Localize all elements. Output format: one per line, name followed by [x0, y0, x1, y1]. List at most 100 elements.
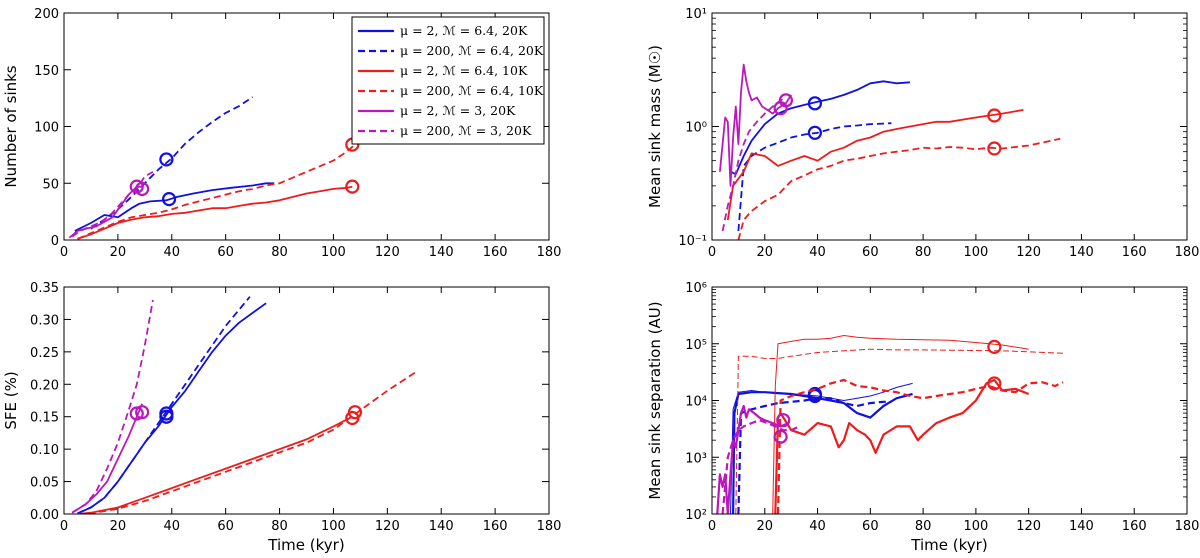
y-axis-label: Number of sinks: [2, 65, 20, 187]
y-tick-label: 0.35: [30, 281, 59, 296]
x-tick-label: 120: [375, 519, 400, 534]
plot-area: [68, 96, 360, 240]
chart-sinks: 0 20 40 60 80 100 120 140 160 180 0 50 100 150 200 Numb…: [2, 7, 561, 260]
y-tick-label: 150: [34, 64, 59, 79]
plot-area: [719, 63, 1061, 240]
plot-area: [71, 296, 418, 514]
x-tick-label: 140: [429, 519, 454, 534]
y-axis-label: Mean sink mass (M☉): [646, 45, 664, 208]
series-marker: [776, 413, 791, 428]
series-line: [774, 378, 1030, 514]
x-tick-label: 20: [757, 519, 774, 534]
x-tick-label: 40: [809, 245, 826, 260]
x-tick-label: 160: [483, 245, 508, 260]
series-marker: [347, 405, 363, 420]
series-marker: [987, 108, 1002, 123]
legend-label: μ = 2, ℳ = 3, 20K: [400, 103, 516, 118]
series-line: [71, 403, 143, 514]
series-line: [68, 185, 143, 239]
series-marker: [135, 181, 150, 197]
y-tick-label: 50: [42, 177, 59, 192]
x-tick-label: 80: [271, 245, 288, 260]
series-marker: [778, 93, 793, 108]
series-marker: [129, 406, 144, 421]
x-tick-label: 180: [1175, 519, 1200, 534]
x-tick-label: 100: [321, 519, 346, 534]
plot-area: [716, 335, 1064, 514]
y-tick-label: 10⁰: [685, 121, 707, 136]
x-tick-label: 60: [217, 245, 234, 260]
series-marker: [135, 405, 150, 420]
axes-frame: [711, 12, 1188, 241]
x-tick-label: 40: [809, 519, 826, 534]
x-tick-label: 120: [375, 245, 400, 260]
y-tick-label: 10³: [685, 451, 707, 466]
series-marker: [345, 179, 360, 194]
series-marker: [773, 429, 788, 444]
x-tick-label: 140: [1069, 245, 1094, 260]
x-tick-label: 20: [110, 245, 127, 260]
y-axis-label: SFE (%): [2, 371, 20, 429]
y-tick-label: 0: [51, 234, 59, 249]
series-line: [77, 185, 353, 240]
y-tick-label: 10⁻¹: [678, 234, 707, 249]
y-tick-label: 0.20: [30, 378, 59, 393]
x-tick-label: 0: [708, 245, 716, 260]
x-axis-label: Time (kyr): [267, 536, 344, 554]
x-axis-label: Time (kyr): [910, 536, 987, 554]
x-tick-label: 120: [1016, 245, 1041, 260]
legend-label: μ = 200, ℳ = 6.4, 20K: [400, 43, 544, 58]
series-line: [732, 391, 913, 514]
y-axis-label: Mean sink separation (AU): [646, 301, 664, 499]
series-marker: [161, 192, 177, 207]
x-tick-label: 100: [321, 245, 346, 260]
series-marker: [807, 386, 823, 402]
series-line: [772, 335, 1029, 514]
series-marker: [807, 96, 823, 111]
series-marker: [159, 152, 174, 167]
chart-sfe: 0 20 40 60 80 100 120 140 160 180 0.00 0.05 0.10 0.15…: [2, 281, 561, 554]
x-tick-label: 80: [915, 245, 932, 260]
series-line: [77, 296, 251, 514]
series-line: [730, 80, 910, 176]
x-tick-label: 140: [429, 245, 454, 260]
y-tick-label: 200: [34, 7, 59, 22]
y-tick-label: 10²: [685, 508, 707, 523]
y-tick-label: 10⁵: [685, 338, 707, 353]
legend-label: μ = 2, ℳ = 6.4, 20K: [400, 23, 528, 38]
series-marker: [987, 339, 1002, 355]
x-tick-label: 180: [537, 245, 562, 260]
series-line: [726, 109, 1024, 221]
x-tick-label: 60: [862, 519, 879, 534]
y-tick-label: 0.00: [30, 508, 59, 523]
x-tick-label: 80: [271, 519, 288, 534]
axes-frame: [63, 286, 550, 515]
chart-mass: 0 20 40 60 80 100 120 140 160 180 10⁻¹ 10⁰ 10¹ Mean s…: [646, 7, 1199, 260]
series-line: [721, 419, 800, 514]
x-tick-label: 160: [483, 519, 508, 534]
y-tick-label: 0.10: [30, 443, 59, 458]
legend-box: [351, 16, 545, 145]
y-tick-label: 0.15: [30, 411, 59, 426]
x-tick-label: 160: [1122, 519, 1147, 534]
legend-label: μ = 200, ℳ = 6.4, 10K: [400, 83, 544, 98]
x-tick-label: 20: [757, 245, 774, 260]
x-tick-label: 160: [1122, 245, 1147, 260]
x-tick-label: 180: [1175, 245, 1200, 260]
x-tick-label: 20: [110, 519, 127, 534]
x-tick-label: 0: [708, 519, 716, 534]
series-line: [74, 182, 275, 232]
y-tick-label: 10⁶: [685, 281, 707, 296]
series-marker: [987, 376, 1002, 391]
x-tick-label: 180: [537, 519, 562, 534]
legend: μ = 2, ℳ = 6.4, 20K μ = 200, ℳ = 6.4, 20K…: [351, 16, 545, 145]
series-line: [77, 370, 418, 514]
y-tick-label: 10⁴: [685, 395, 707, 410]
y-tick-label: 10¹: [685, 7, 707, 22]
x-tick-label: 0: [60, 519, 68, 534]
series-line: [71, 171, 154, 238]
chart-separation: 0 20 40 60 80 100 120 140 160 180 10² 10³ 10⁴ 10⁵ 10⁶ M…: [646, 281, 1199, 554]
x-tick-label: 140: [1069, 519, 1094, 534]
series-line: [719, 63, 792, 187]
series-marker: [807, 125, 823, 140]
